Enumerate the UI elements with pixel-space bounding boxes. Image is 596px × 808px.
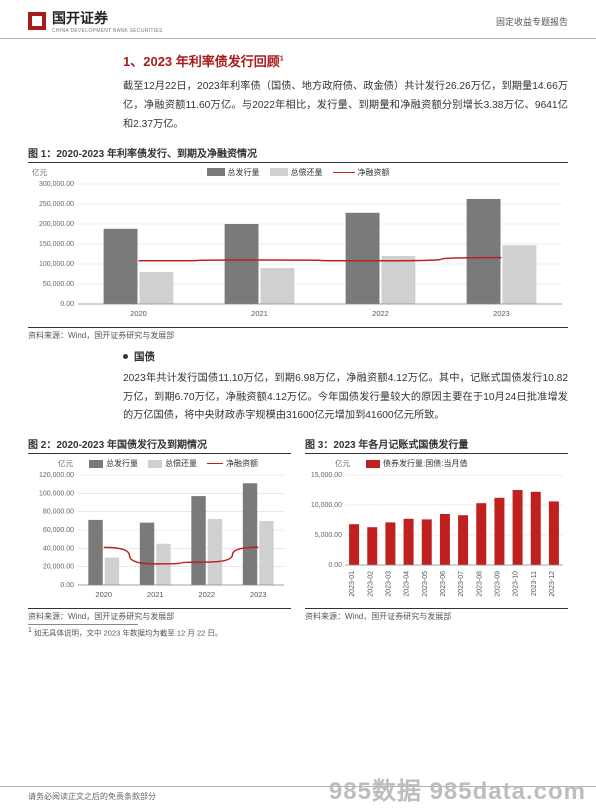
- logo: 国开证券 CHINA DEVELOPMENT BANK SECURITIES: [28, 8, 163, 34]
- svg-text:2023-07: 2023-07: [458, 571, 465, 597]
- legend-item: 总偿还量: [291, 167, 323, 178]
- figure-3-ylabel: 亿元: [335, 458, 350, 469]
- subsection-heading-text: 国债: [134, 349, 155, 364]
- footnote-text: 如无具体说明，文中 2023 年数据均为截至 12 月 22 日。: [34, 629, 222, 638]
- figure-3-title: 图 3：2023 年各月记账式国债发行量: [305, 436, 568, 454]
- figure-1-source: 资料来源：Wind，国开证券研究与发展部: [28, 327, 568, 341]
- svg-text:2020: 2020: [130, 309, 147, 318]
- svg-text:2021: 2021: [147, 590, 164, 599]
- svg-text:300,000.00: 300,000.00: [39, 181, 74, 188]
- legend-item: 净融资额: [226, 458, 258, 469]
- svg-text:20,000.00: 20,000.00: [43, 564, 74, 571]
- legend-item: 总发行量: [228, 167, 260, 178]
- footnote-separator: [28, 624, 138, 625]
- svg-text:0.00: 0.00: [60, 301, 74, 308]
- figure-3-legend: 亿元 债券发行量:国债:当月值: [305, 458, 568, 469]
- svg-text:2023-01: 2023-01: [349, 571, 356, 597]
- svg-text:2023-06: 2023-06: [440, 571, 447, 597]
- figure-1-ylabel: 亿元: [32, 167, 47, 178]
- svg-text:50,000.00: 50,000.00: [43, 281, 74, 288]
- legend-item: 债券发行量:国债:当月值: [383, 458, 467, 469]
- figure-3: 图 3：2023 年各月记账式国债发行量 亿元 债券发行量:国债:当月值 0.0…: [305, 436, 568, 622]
- paragraph-2: 2023年共计发行国债11.10万亿，到期6.98万亿，净融资额4.12万亿。其…: [123, 370, 568, 427]
- svg-text:0.00: 0.00: [60, 582, 74, 589]
- svg-text:15,000.00: 15,000.00: [311, 472, 342, 479]
- svg-text:120,000.00: 120,000.00: [39, 472, 74, 479]
- figure-1-legend: 亿元 总发行量 总偿还量 净融资额: [28, 167, 568, 178]
- legend-item: 净融资额: [358, 167, 390, 178]
- figure-2-source: 资料来源：Wind，国开证券研究与发展部: [28, 608, 291, 622]
- svg-text:2023-05: 2023-05: [422, 571, 429, 597]
- figure-1-chart: 0.00 50,000.00 100,000.00 150,000.00 200,000…: [28, 180, 568, 320]
- svg-text:2022: 2022: [198, 590, 215, 599]
- svg-text:10,000.00: 10,000.00: [311, 502, 342, 509]
- bullet-icon: [123, 354, 128, 359]
- svg-text:2023-09: 2023-09: [494, 571, 501, 597]
- svg-text:2023-11: 2023-11: [531, 571, 538, 596]
- watermark: 985数据 985data.com: [329, 771, 586, 806]
- figure-1: 图 1：2020-2023 年利率债发行、到期及净融资情况 亿元 总发行量 总偿…: [28, 145, 568, 341]
- svg-text:2023-10: 2023-10: [513, 571, 520, 597]
- legend-item: 总发行量: [106, 458, 138, 469]
- figure-2-chart: 0.00 20,000.00 40,000.00 60,000.00 80,000.00…: [28, 471, 290, 601]
- svg-text:40,000.00: 40,000.00: [43, 546, 74, 553]
- logo-icon: [28, 12, 46, 30]
- section-title-sup: 1: [280, 56, 284, 63]
- paragraph-1: 截至12月22日，2023年利率债（国债、地方政府债、政金债）共计发行26.26…: [123, 78, 568, 135]
- svg-text:100,000.00: 100,000.00: [39, 261, 74, 268]
- svg-text:2023: 2023: [493, 309, 510, 318]
- svg-text:2023-08: 2023-08: [476, 571, 483, 597]
- svg-text:2023-04: 2023-04: [404, 571, 411, 597]
- svg-text:60,000.00: 60,000.00: [43, 527, 74, 534]
- svg-text:2023-12: 2023-12: [549, 571, 556, 597]
- logo-subtext: CHINA DEVELOPMENT BANK SECURITIES: [52, 28, 163, 34]
- logo-text: 国开证券: [52, 8, 163, 28]
- figure-2-ylabel: 亿元: [58, 458, 73, 469]
- subsection-heading: 国债: [123, 349, 568, 364]
- footnote-marker: 1: [28, 627, 32, 634]
- section-title: 1、2023 年利率债发行回顾1: [123, 51, 568, 70]
- svg-text:2023: 2023: [250, 590, 267, 599]
- svg-text:80,000.00: 80,000.00: [43, 509, 74, 516]
- svg-text:2023-03: 2023-03: [385, 571, 392, 597]
- svg-text:150,000.00: 150,000.00: [39, 241, 74, 248]
- figure-2-legend: 亿元 总发行量 总偿还量 净融资额: [28, 458, 291, 469]
- svg-text:2021: 2021: [251, 309, 268, 318]
- legend-item: 总偿还量: [165, 458, 197, 469]
- figure-2: 图 2：2020-2023 年国债发行及到期情况 亿元 总发行量 总偿还量 净融…: [28, 436, 291, 622]
- section-title-text: 1、2023 年利率债发行回顾: [123, 54, 280, 69]
- figure-3-chart: 0.00 5,000.00 10,000.00 15,000.00 2023-01 202…: [305, 471, 567, 601]
- figure-1-title: 图 1：2020-2023 年利率债发行、到期及净融资情况: [28, 145, 568, 163]
- footer-disclaimer: 请务必阅读正文之后的免责条款部分: [28, 791, 156, 802]
- svg-text:2022: 2022: [372, 309, 389, 318]
- svg-text:200,000.00: 200,000.00: [39, 221, 74, 228]
- svg-text:5,000.00: 5,000.00: [315, 532, 342, 539]
- svg-text:0.00: 0.00: [328, 562, 342, 569]
- figure-row: 图 2：2020-2023 年国债发行及到期情况 亿元 总发行量 总偿还量 净融…: [28, 436, 568, 622]
- page-content: 1、2023 年利率债发行回顾1 截至12月22日，2023年利率债（国债、地方…: [0, 39, 596, 622]
- header-category: 固定收益专题报告: [496, 15, 568, 28]
- svg-text:100,000.00: 100,000.00: [39, 491, 74, 498]
- figure-2-title: 图 2：2020-2023 年国债发行及到期情况: [28, 436, 291, 454]
- figure-3-source: 资料来源：Wind，国开证券研究与发展部: [305, 608, 568, 622]
- svg-text:2020: 2020: [95, 590, 112, 599]
- page-header: 国开证券 CHINA DEVELOPMENT BANK SECURITIES 固…: [0, 0, 596, 39]
- svg-text:250,000.00: 250,000.00: [39, 201, 74, 208]
- footnote: 1 如无具体说明，文中 2023 年数据均为截至 12 月 22 日。: [28, 627, 568, 639]
- svg-text:2023-02: 2023-02: [367, 571, 374, 597]
